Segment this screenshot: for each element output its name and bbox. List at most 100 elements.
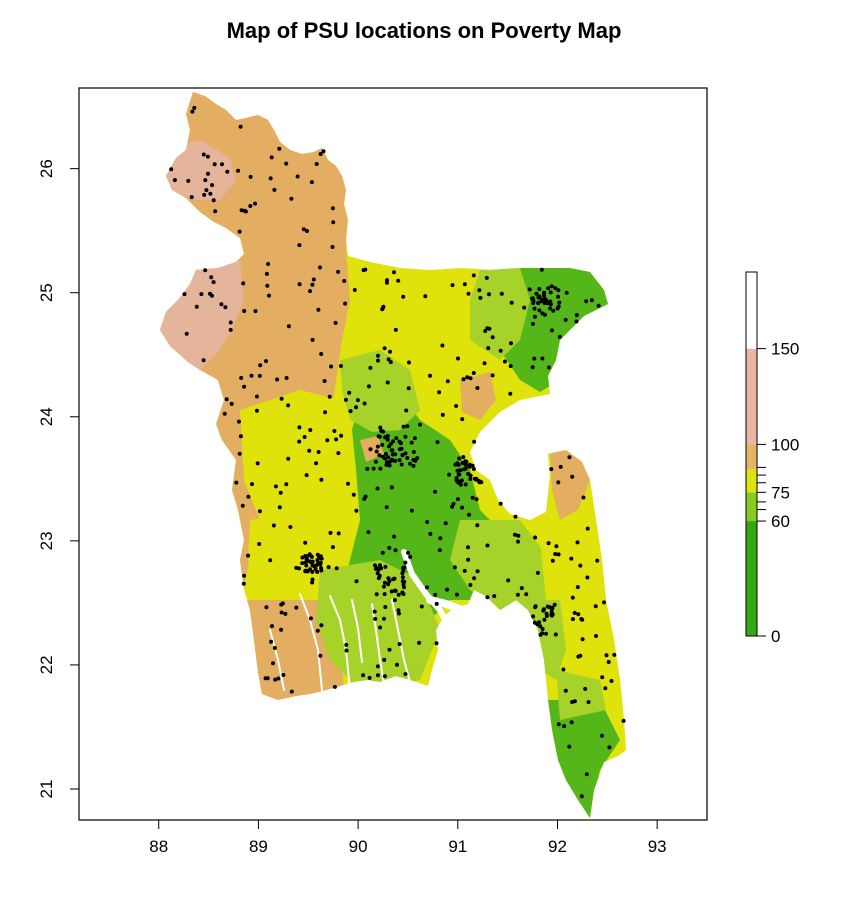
psu-dot [275,377,280,382]
psu-dot [352,288,357,292]
psu-dot [223,305,228,310]
psu-dot [403,434,408,439]
psu-dot [209,275,214,280]
psu-dot [542,293,546,298]
psu-dot [455,592,459,597]
psu-dot [346,481,350,486]
psu-dot [549,467,554,472]
psu-dot [538,632,543,637]
psu-dot [307,552,312,557]
psu-dot [490,335,495,340]
psu-dot [513,532,517,537]
psu-dot [279,610,284,615]
psu-dot [254,394,259,399]
river-main [401,549,454,683]
psu-dot [462,282,467,287]
psu-dot [336,451,341,456]
psu-dot [457,456,462,461]
psu-dot [471,371,476,375]
psu-dot [516,539,520,544]
psu-dot [378,425,383,430]
psu-dot [278,490,283,495]
psu-dot [284,161,289,166]
psu-dot [250,482,254,487]
psu-dot [300,555,305,560]
psu-dot [315,558,320,563]
psu-dot [254,408,259,413]
psu-dot [556,552,561,557]
psu-dot [190,109,195,114]
psu-dot [192,105,197,110]
psu-dot [530,296,535,301]
psu-dot [238,124,243,129]
psu-dot [621,718,626,723]
psu-dot [540,311,545,316]
psu-dot [265,283,270,288]
psu-dot [329,364,334,369]
psu-dot [536,301,541,306]
psu-dot [386,357,391,362]
psu-dot [546,365,551,370]
psu-dot [253,201,258,206]
psu-dot [380,442,385,447]
psu-dot [405,424,410,429]
psu-dot [228,327,233,332]
psu-dot [382,674,387,679]
psu-dot [375,444,380,449]
psu-dot [316,307,321,312]
psu-dot [412,436,417,441]
psu-dot [378,466,383,471]
psu-dot [342,279,347,283]
psu-dot [428,531,433,536]
psu-dot [297,425,302,430]
psu-dot [384,462,389,467]
psu-dot [550,605,555,610]
psu-dot [600,675,605,680]
psu-dot [541,607,546,612]
psu-dot [376,353,380,358]
psu-dot [396,608,401,613]
psu-dot [509,341,513,346]
psu-dot [314,162,319,166]
psu-dot [241,281,246,286]
psu-dot [450,504,455,509]
psu-dot [455,497,460,502]
psu-dot [392,588,397,593]
psu-dot [228,320,233,325]
psu-dot [246,494,251,499]
psu-dot [578,563,583,568]
psu-dot [273,484,278,489]
psu-dot [201,152,206,157]
psu-dot [201,358,206,363]
region-south-yellowgreen-2 [556,670,606,720]
psu-dot [574,313,579,318]
psu-dot [303,554,308,558]
psu-dot [255,461,260,466]
psu-dot [602,600,606,605]
psu-dot [381,584,386,589]
psu-dot [321,149,326,154]
psu-dot [402,565,407,570]
psu-dot [468,473,473,478]
psu-dot [531,321,535,326]
psu-dot [595,558,600,563]
psu-dot [533,535,538,540]
psu-dot [409,440,414,445]
psu-dot [509,300,514,305]
psu-dot [272,646,277,650]
psu-dot [539,267,544,272]
psu-dot [392,598,397,603]
psu-dot [394,436,399,441]
psu-dot [471,467,476,471]
psu-dot [482,361,487,366]
psu-dot [319,623,324,628]
psu-dot [343,397,348,402]
psu-dot [242,309,247,313]
psu-dot [411,450,416,454]
psu-dot [386,576,391,581]
psu-dot [248,174,253,179]
psu-dot [603,686,608,691]
region-central-yellow [240,390,350,520]
psu-dot [466,557,471,562]
psu-dot [280,601,285,606]
